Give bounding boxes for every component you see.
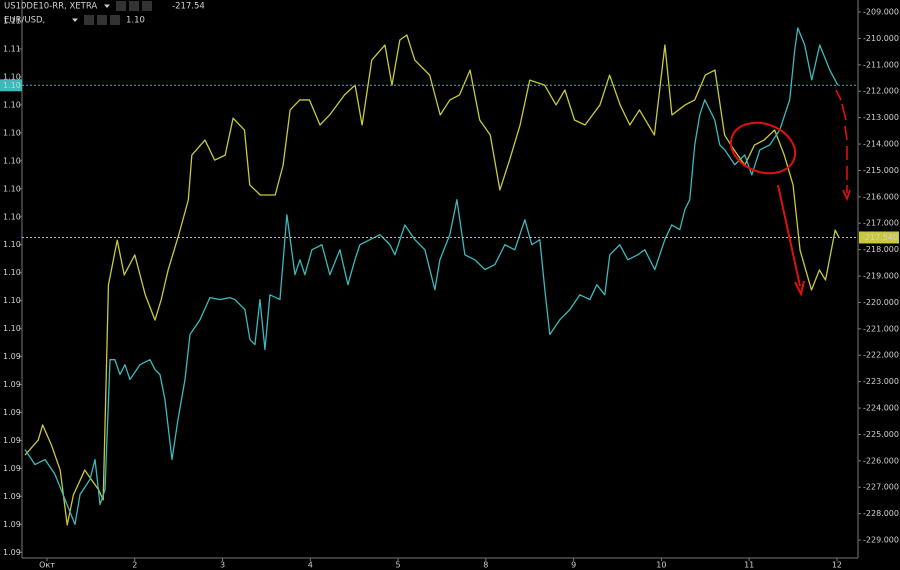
- close-icon[interactable]: [142, 1, 152, 11]
- price-label: 1.10: [3, 81, 21, 90]
- y2-tick-label: -211.000: [863, 60, 899, 69]
- y2-tick-label: -220.000: [863, 298, 899, 307]
- x-tick-label: 2: [132, 561, 137, 570]
- arrowhead: [794, 280, 805, 297]
- y2-tick-label: -212.000: [863, 87, 899, 96]
- y-tick-label: 1.09: [3, 520, 21, 529]
- legend-label: EUR/USD,: [4, 16, 45, 26]
- legend-value: 1.10: [126, 16, 145, 26]
- hide-icon[interactable]: [97, 15, 107, 25]
- legend-label: US10DE10-RR, XETRA: [4, 2, 97, 12]
- y2-tick-label: -213.000: [863, 113, 899, 122]
- annotations: [729, 89, 851, 297]
- settings-icon[interactable]: [84, 15, 94, 25]
- y2-tick-label: -222.000: [863, 351, 899, 360]
- highlight-circle: [729, 121, 797, 175]
- y-tick-label: 1.09: [3, 492, 21, 501]
- close-icon[interactable]: [110, 15, 120, 25]
- x-tick-label: 3: [220, 561, 225, 570]
- x-tick-label: 5: [396, 561, 401, 570]
- y2-tick-label: -217.000: [863, 219, 899, 228]
- y-tick-label: 1.10: [3, 156, 21, 165]
- y-tick-label: 1.09: [3, 464, 21, 473]
- series-line: [24, 27, 839, 526]
- price-badge: [0, 79, 22, 92]
- y2-tick-label: -215.000: [863, 166, 899, 175]
- dropdown-icon[interactable]: [104, 4, 110, 9]
- series-line: [24, 34, 840, 526]
- y-tick-label: 1.10: [3, 184, 21, 193]
- y2-tick-label: -227.000: [863, 483, 899, 492]
- plot-area: [22, 27, 858, 526]
- y-tick-label: 1.10: [3, 128, 21, 137]
- y-tick-label: 1.11: [3, 44, 21, 53]
- y-tick-label: 1.11: [3, 16, 21, 25]
- x-tick-label: 9: [571, 561, 576, 570]
- header: US10DE10-RR, XETRA -217.54 EUR/USD, 1.10: [4, 1, 205, 26]
- x-tick-label: 4: [308, 561, 313, 570]
- arrow: [777, 184, 801, 287]
- y-tick-label: 1.09: [3, 408, 21, 417]
- y-tick-label: 1.09: [3, 352, 21, 361]
- y-tick-label: 1.10: [3, 296, 21, 305]
- y2-tick-label: -216.000: [863, 192, 899, 201]
- legend-value: -217.54: [172, 2, 205, 12]
- y-tick-label: 1.10: [3, 72, 21, 81]
- hide-icon[interactable]: [129, 1, 139, 11]
- x-tick-label: 12: [832, 561, 842, 570]
- y2-tick-label: -219.000: [863, 272, 899, 281]
- y-tick-label: 1.10: [3, 212, 21, 221]
- x-tick-label: 10: [656, 561, 666, 570]
- y2-tick-label: -218.000: [863, 245, 899, 254]
- y2-tick-label: -224.000: [863, 404, 899, 413]
- y-tick-label: 1.09: [3, 548, 21, 557]
- y-tick-label: 1.10: [3, 268, 21, 277]
- y2-tick-label: -214.000: [863, 140, 899, 149]
- y2-tick-label: -210.000: [863, 34, 899, 43]
- y2-tick-label: -223.000: [863, 377, 899, 386]
- dropdown-icon[interactable]: [72, 18, 78, 23]
- price-label: -217.540: [862, 233, 898, 242]
- arrowhead: [842, 189, 851, 202]
- y2-tick-label: -228.000: [863, 509, 899, 518]
- y2-tick-label: -221.000: [863, 324, 899, 333]
- y-tick-label: 1.10: [3, 100, 21, 109]
- y2-tick-label: -225.000: [863, 430, 899, 439]
- y-tick-label: 1.10: [3, 240, 21, 249]
- settings-icon[interactable]: [116, 1, 126, 11]
- y2-tick-label: -209.000: [863, 8, 899, 17]
- x-tick-label: 11: [744, 561, 754, 570]
- y-tick-label: 1.10: [3, 324, 21, 333]
- y-tick-label: 1.09: [3, 436, 21, 445]
- y-tick-label: 1.09: [3, 380, 21, 389]
- y2-tick-label: -229.000: [863, 536, 899, 545]
- price-badge: [859, 231, 899, 244]
- y2-tick-label: -226.000: [863, 456, 899, 465]
- dashed-arrow: [835, 89, 848, 193]
- x-tick-label: Окт: [39, 561, 55, 570]
- x-tick-label: 8: [483, 561, 488, 570]
